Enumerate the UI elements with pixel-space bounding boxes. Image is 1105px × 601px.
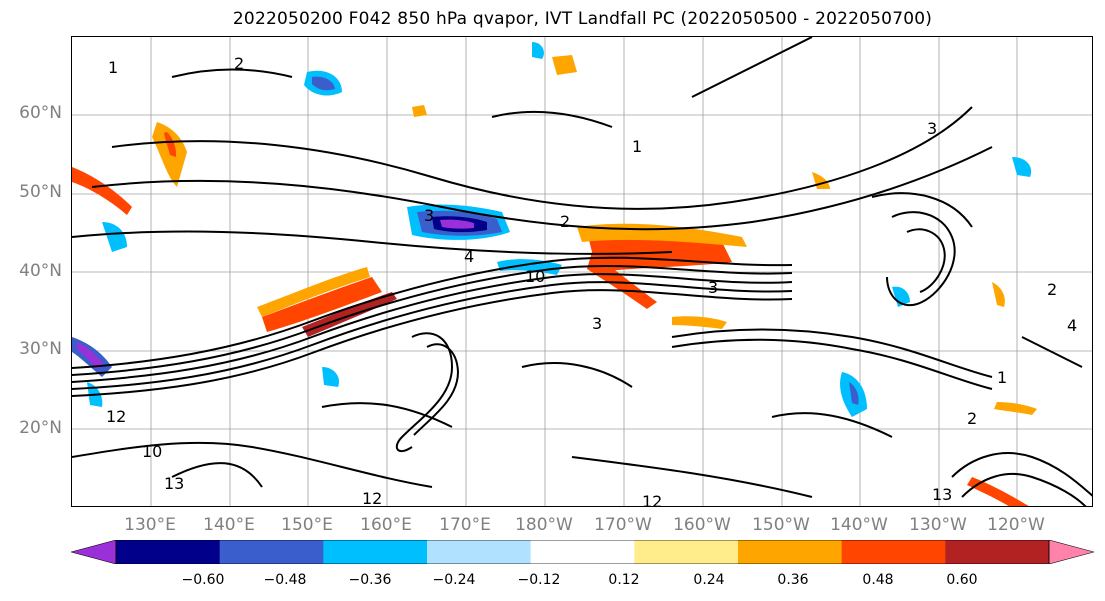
contour-label: 2 [234,54,244,73]
colorbar-segment [634,540,739,564]
colorbar-segment [427,540,532,564]
lon-label-140w: 140°W [830,515,888,535]
contour-label: 12 [106,407,126,426]
contour-label: 12 [362,489,382,507]
colorbar-extend-high [1048,540,1094,564]
contour-label: 2 [967,409,977,428]
contour-label-group: 1 2 3 4 10 12 13 2 3 1 10 12 12 13 2 1 3… [106,54,1077,507]
contour-label: 3 [424,206,434,225]
colorbar-segment [530,540,635,564]
colorbar-segment [323,540,428,564]
map-canvas: 1 2 3 4 10 12 13 2 3 1 10 12 12 13 2 1 3… [72,37,1092,507]
contour-lines [72,37,1092,506]
colorbar-tick-label: −0.60 [181,572,225,588]
lon-label-160w: 160°W [673,515,731,535]
lon-label-170e: 170°E [439,515,491,535]
colorbar-tick-label: 0.60 [946,572,978,588]
lon-label-150e: 150°E [281,515,333,535]
colorbar-tick-label: −0.24 [432,572,476,588]
lon-label-140e: 140°E [203,515,255,535]
contour-label: 3 [592,314,602,333]
colorbar-tick-label: 0.12 [608,572,640,588]
contour-label: 13 [164,474,184,493]
lon-label-120w: 120°W [987,515,1045,535]
contour-label: 2 [1047,280,1057,299]
contour-label: 4 [1067,316,1077,335]
lon-label-150w: 150°W [752,515,810,535]
contour-label: 1 [997,368,1007,387]
negative-anomaly-fill [72,42,1032,417]
colorbar-tick-label: −0.12 [517,572,561,588]
colorbar-segment [116,540,221,564]
colorbar-tick-label: −0.36 [348,572,392,588]
colorbar-extend-low [71,540,117,564]
lon-label-160e: 160°E [360,515,412,535]
contour-label: 3 [708,278,718,297]
lon-label-130w: 130°W [909,515,967,535]
lat-label-20n: 20°N [19,418,62,438]
contour-label: 1 [108,58,118,77]
colorbar-tick-label: 0.36 [777,572,809,588]
contour-label: 10 [142,442,162,461]
colorbar-segment [841,540,946,564]
colorbar-frame [115,540,1050,564]
lat-label-60n: 60°N [19,103,62,123]
contour-label: 2 [560,212,570,231]
colorbar-segment [738,540,843,564]
colorbar-tick-label: −0.48 [263,572,307,588]
contour-label: 1 [632,137,642,156]
lon-label-130e: 130°E [124,515,176,535]
lat-label-50n: 50°N [19,182,62,202]
map-title: 2022050200 F042 850 hPa qvapor, IVT Land… [232,9,933,29]
positive-anomaly-fill [72,55,1037,506]
lon-label-170w: 170°W [594,515,652,535]
colorbar [71,540,1094,564]
colorbar-tick-label: 0.24 [693,572,725,588]
colorbar-tick-label: 0.48 [862,572,894,588]
colorbar-segment [945,540,1050,564]
lon-label-180w: 180°W [515,515,573,535]
lat-label-40n: 40°N [19,261,62,281]
contour-label: 4 [464,247,474,266]
contour-label: 13 [932,485,952,504]
contour-label: 10 [525,267,545,286]
map-panel: 1 2 3 4 10 12 13 2 3 1 10 12 12 13 2 1 3… [71,36,1093,507]
contour-label: 12 [642,492,662,507]
contour-label: 3 [927,119,937,138]
colorbar-segment [219,540,324,564]
lat-label-30n: 30°N [19,339,62,359]
